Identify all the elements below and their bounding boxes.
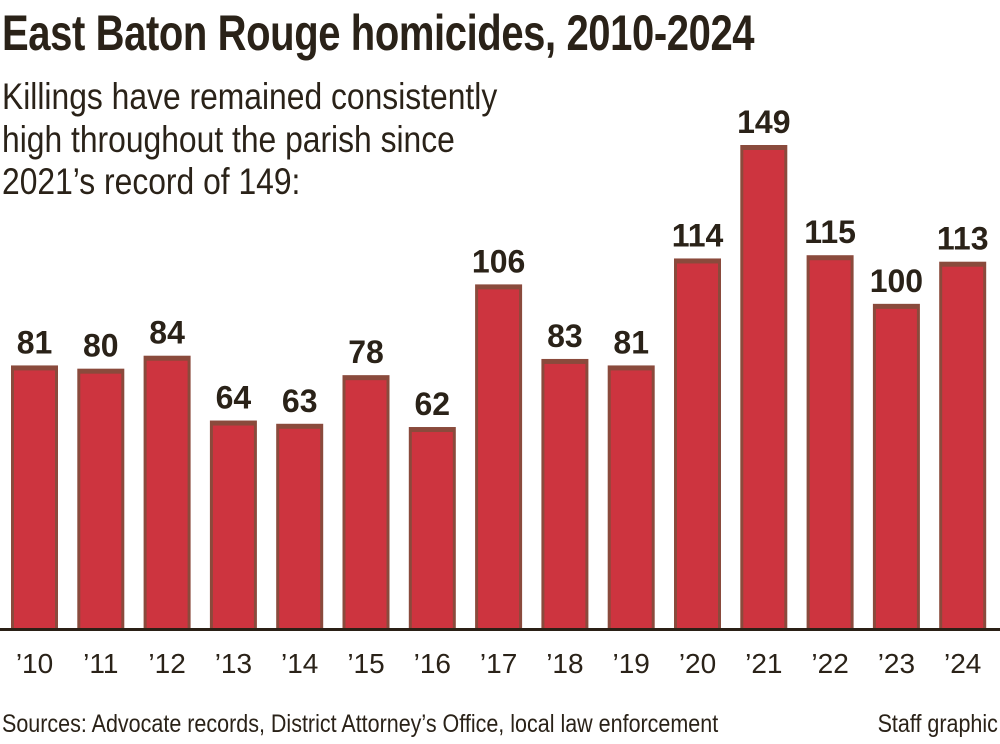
- x-tick-label: ’21: [745, 648, 782, 679]
- data-label: 149: [737, 104, 790, 140]
- data-label: 80: [83, 328, 119, 364]
- x-tick-label: ’12: [148, 648, 185, 679]
- bar-fill: [942, 266, 984, 628]
- data-label: 113: [937, 221, 989, 257]
- source-note: Sources: Advocate records, District Atto…: [2, 710, 719, 738]
- data-label: 100: [870, 263, 923, 299]
- data-label: 83: [547, 318, 583, 354]
- bar-fill: [677, 263, 718, 628]
- bar-fill: [743, 150, 785, 628]
- bar-fill: [345, 380, 387, 628]
- bar-fill: [411, 432, 453, 628]
- bar-fill: [809, 260, 851, 628]
- subtitle-line: high throughout the parish since: [2, 118, 455, 160]
- data-label: 84: [149, 315, 185, 351]
- bar-fill: [146, 360, 188, 628]
- bar-fill: [875, 308, 917, 628]
- bar-fill: [279, 428, 321, 628]
- bar-fill: [544, 363, 586, 628]
- x-tick-label: ’10: [16, 648, 53, 679]
- chart-subtitle: Killings have remained consistently high…: [2, 76, 497, 204]
- x-tick-label: ’18: [546, 648, 583, 679]
- subtitle-line: 2021’s record of 149:: [2, 161, 301, 202]
- chart-title: East Baton Rouge homicides, 2010-2024: [2, 5, 755, 61]
- data-label: 114: [672, 217, 724, 253]
- data-label: 78: [348, 334, 384, 370]
- x-tick-label: ’17: [480, 648, 517, 679]
- x-tick-label: ’14: [281, 648, 318, 679]
- data-label: 115: [804, 214, 856, 250]
- data-label: 106: [472, 243, 525, 279]
- x-tick-label: ’13: [215, 648, 252, 679]
- data-label: 81: [613, 324, 649, 360]
- data-label: 63: [282, 383, 318, 419]
- bar-fill: [478, 289, 520, 628]
- bar-fill: [14, 370, 55, 628]
- x-tick-label: ’22: [811, 648, 848, 679]
- data-label: 64: [216, 380, 252, 416]
- x-tick-label: ’23: [878, 648, 915, 679]
- x-tick-label: ’15: [347, 648, 384, 679]
- bar-fill: [610, 370, 652, 628]
- bar-fill: [212, 425, 254, 628]
- x-tick-label: ’20: [679, 648, 716, 679]
- x-tick-label: ’24: [944, 648, 981, 679]
- baseline: [0, 628, 1000, 631]
- x-tick-label: ’16: [414, 648, 451, 679]
- subtitle-line: Killings have remained consistently: [2, 76, 498, 117]
- data-label: 81: [17, 324, 53, 360]
- bar-fill: [80, 373, 122, 628]
- x-tick-label: ’11: [83, 648, 118, 679]
- credit-note: Staff graphic: [877, 710, 998, 738]
- x-tick-label: ’19: [613, 648, 650, 679]
- data-label: 62: [415, 386, 451, 422]
